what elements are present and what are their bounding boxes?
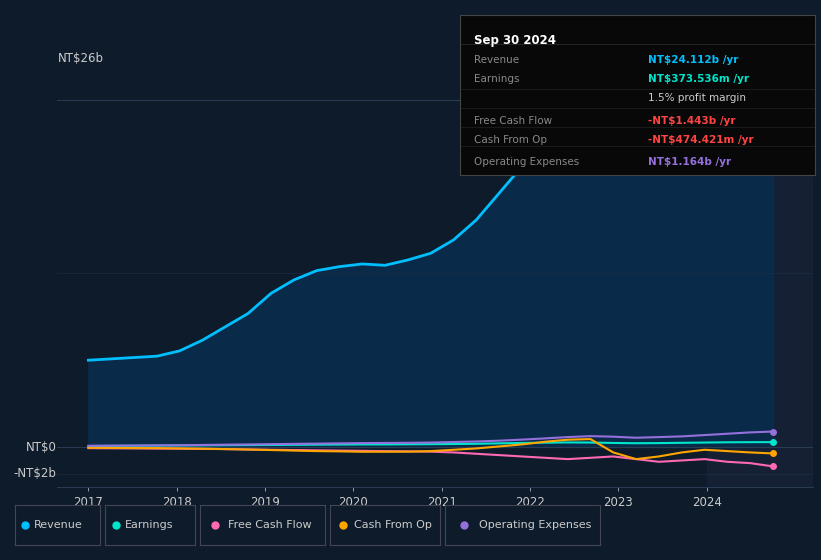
Bar — [707, 73, 813, 487]
Text: Sep 30 2024: Sep 30 2024 — [475, 34, 556, 47]
Text: NT$24.112b /yr: NT$24.112b /yr — [648, 55, 739, 65]
Text: Revenue: Revenue — [34, 520, 82, 530]
Text: Earnings: Earnings — [475, 74, 520, 84]
Text: Operating Expenses: Operating Expenses — [475, 157, 580, 167]
Text: Earnings: Earnings — [125, 520, 173, 530]
Text: Free Cash Flow: Free Cash Flow — [227, 520, 311, 530]
Text: Revenue: Revenue — [475, 55, 520, 65]
Text: NT$1.164b /yr: NT$1.164b /yr — [648, 157, 732, 167]
Text: NT$26b: NT$26b — [57, 52, 103, 64]
Text: -NT$2b: -NT$2b — [14, 468, 57, 480]
Text: Free Cash Flow: Free Cash Flow — [475, 115, 553, 125]
Text: 1.5% profit margin: 1.5% profit margin — [648, 93, 746, 103]
Text: -NT$474.421m /yr: -NT$474.421m /yr — [648, 135, 754, 145]
Text: NT$0: NT$0 — [25, 441, 57, 454]
Text: Operating Expenses: Operating Expenses — [479, 520, 591, 530]
Text: -NT$1.443b /yr: -NT$1.443b /yr — [648, 115, 736, 125]
Text: Cash From Op: Cash From Op — [475, 135, 548, 145]
Text: Cash From Op: Cash From Op — [354, 520, 432, 530]
Text: NT$373.536m /yr: NT$373.536m /yr — [648, 74, 749, 84]
